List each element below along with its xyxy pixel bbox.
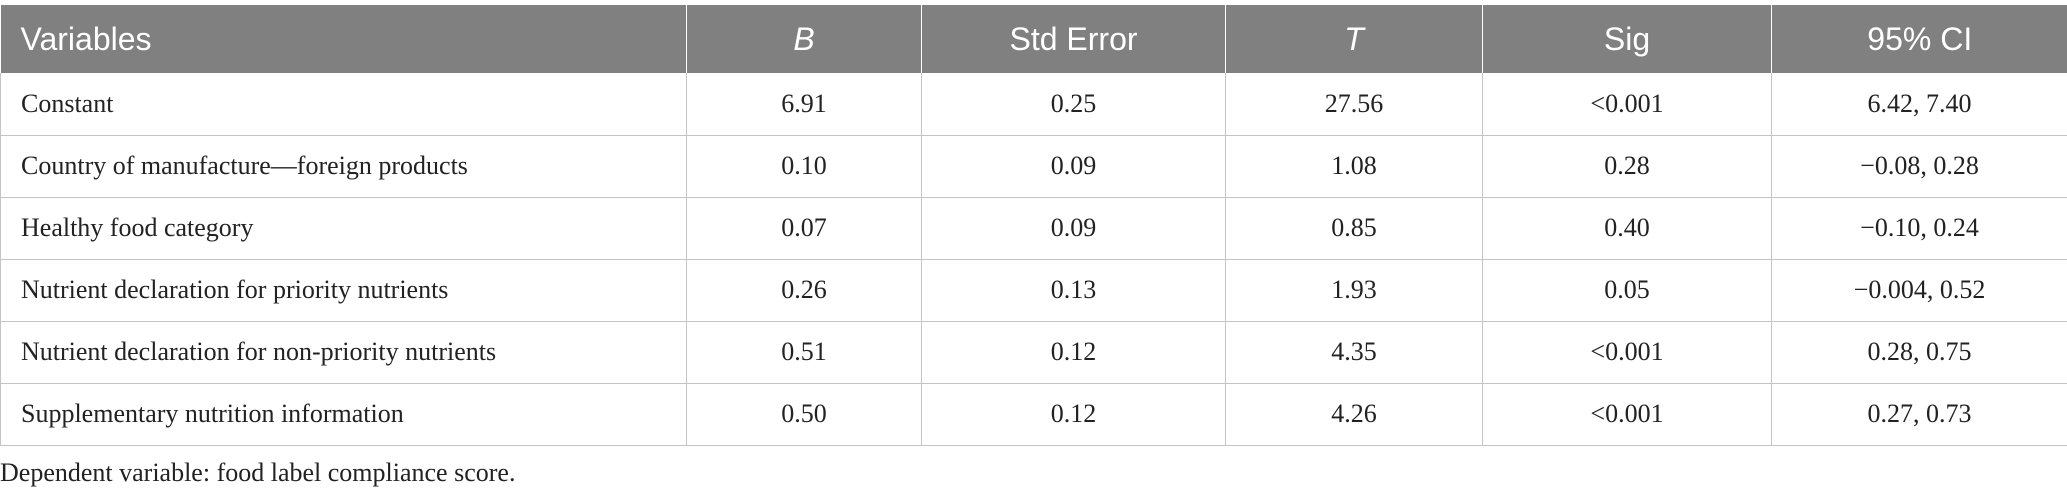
table-footnote: Dependent variable: food label complianc… [0,458,516,487]
cell-variable: Nutrient declaration for priority nutrie… [0,259,687,322]
cell-sig: <0.001 [1482,73,1772,136]
cell-ci: 0.27, 0.73 [1771,383,2067,446]
cell-ci: −0.08, 0.28 [1771,135,2067,198]
cell-t: 1.93 [1225,259,1483,322]
header-sig: Sig [1482,5,1772,73]
table-row: Constant 6.91 0.25 27.56 <0.001 6.42, 7.… [0,73,2067,136]
cell-sig: 0.40 [1482,197,1772,260]
header-variables: Variables [0,5,687,73]
table-body: Constant 6.91 0.25 27.56 <0.001 6.42, 7.… [0,73,2067,446]
cell-std-error: 0.09 [921,197,1226,260]
cell-ci: −0.10, 0.24 [1771,197,2067,260]
cell-b: 0.10 [686,135,922,198]
cell-sig: 0.05 [1482,259,1772,322]
header-std-error: Std Error [921,5,1226,73]
cell-ci: 0.28, 0.75 [1771,321,2067,384]
cell-b: 0.50 [686,383,922,446]
cell-sig: <0.001 [1482,383,1772,446]
cell-t: 4.35 [1225,321,1483,384]
cell-ci: 6.42, 7.40 [1771,73,2067,136]
header-b: B [686,5,922,73]
cell-t: 0.85 [1225,197,1483,260]
cell-b: 0.07 [686,197,922,260]
cell-b: 0.26 [686,259,922,322]
cell-sig: 0.28 [1482,135,1772,198]
cell-variable: Supplementary nutrition information [0,383,687,446]
cell-variable: Country of manufacture—foreign products [0,135,687,198]
cell-variable: Healthy food category [0,197,687,260]
regression-table-container: Variables B Std Error T Sig 95% CI Const… [0,5,2067,446]
cell-t: 1.08 [1225,135,1483,198]
table-row: Nutrient declaration for priority nutrie… [0,259,2067,322]
cell-std-error: 0.13 [921,259,1226,322]
cell-ci: −0.004, 0.52 [1771,259,2067,322]
cell-sig: <0.001 [1482,321,1772,384]
cell-variable: Constant [0,73,687,136]
table-row: Supplementary nutrition information 0.50… [0,383,2067,446]
table-row: Healthy food category 0.07 0.09 0.85 0.4… [0,197,2067,260]
cell-std-error: 0.25 [921,73,1226,136]
cell-variable: Nutrient declaration for non-priority nu… [0,321,687,384]
cell-t: 27.56 [1225,73,1483,136]
header-row: Variables B Std Error T Sig 95% CI [0,5,2067,73]
cell-b: 0.51 [686,321,922,384]
table-row: Nutrient declaration for non-priority nu… [0,321,2067,384]
header-t: T [1225,5,1483,73]
cell-std-error: 0.12 [921,383,1226,446]
header-ci: 95% CI [1867,20,1973,57]
cell-std-error: 0.09 [921,135,1226,198]
cell-std-error: 0.12 [921,321,1226,384]
cell-b: 6.91 [686,73,922,136]
cell-t: 4.26 [1225,383,1483,446]
table-row: Country of manufacture—foreign products … [0,135,2067,198]
regression-table: Variables B Std Error T Sig 95% CI Const… [0,5,2067,446]
table-header: Variables B Std Error T Sig 95% CI [0,5,2067,73]
